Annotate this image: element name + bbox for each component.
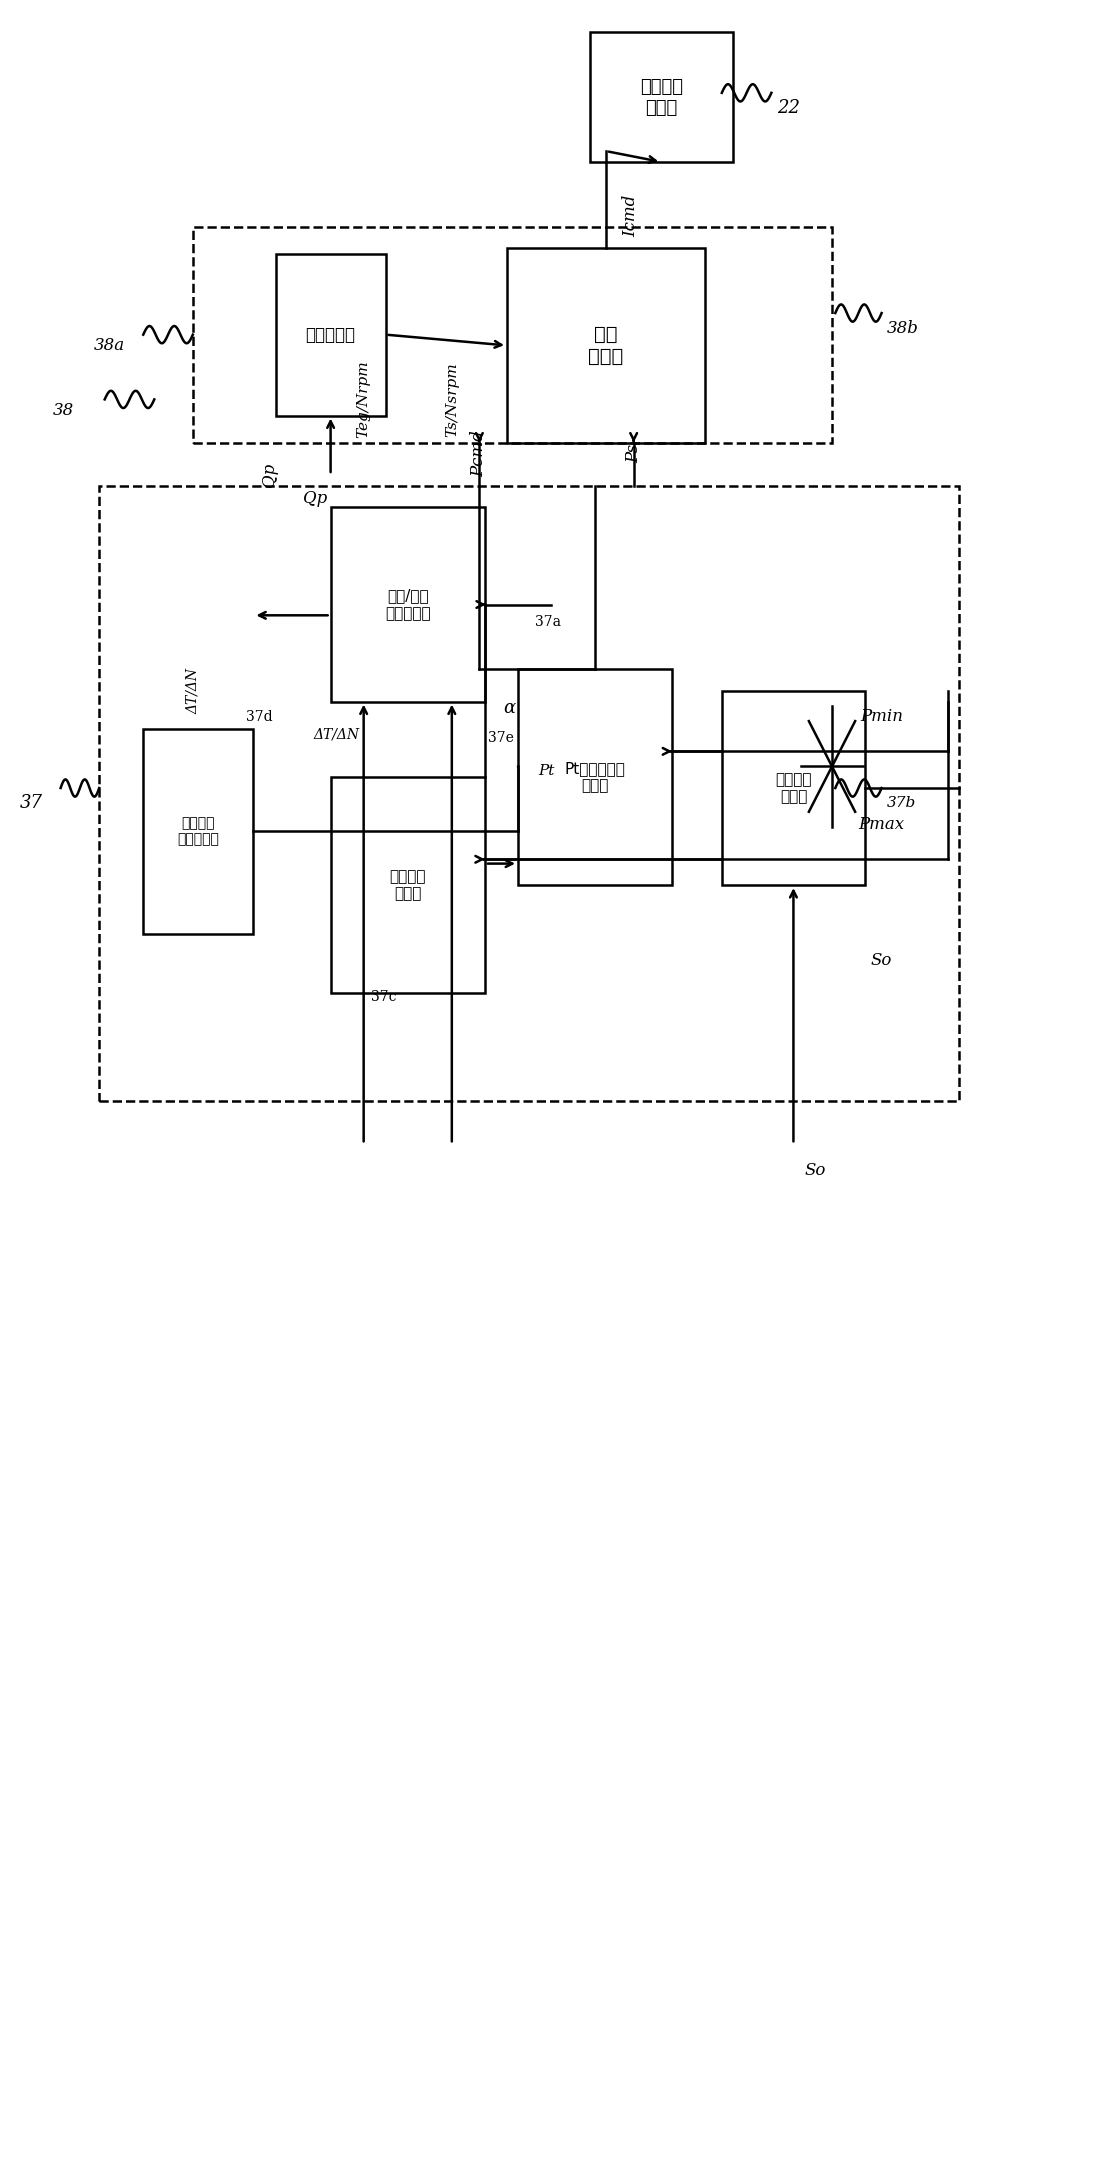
Text: Icmd: Icmd [622,194,639,237]
Text: Teg/Nrpm: Teg/Nrpm [357,361,370,438]
Text: 37d: 37d [246,710,272,723]
Text: 转矩/转数
差值算出部: 转矩/转数 差值算出部 [385,587,431,622]
Text: 目标压力
设定部: 目标压力 设定部 [389,868,426,902]
Text: 38a: 38a [94,337,125,354]
Text: 37b: 37b [887,797,917,810]
Text: 电子比例
控制阀: 电子比例 控制阀 [639,78,683,117]
Text: 37: 37 [20,795,43,812]
Text: α: α [503,700,516,717]
FancyBboxPatch shape [590,32,733,162]
FancyBboxPatch shape [507,248,705,443]
Text: 压力变化
斜率设定部: 压力变化 斜率设定部 [177,816,219,846]
Text: Qp: Qp [261,462,279,488]
Text: So: So [871,952,893,969]
FancyBboxPatch shape [331,507,485,702]
Text: ΔT/ΔN: ΔT/ΔN [186,667,199,715]
Text: 37c: 37c [370,991,397,1004]
Text: ΔT/ΔN: ΔT/ΔN [313,728,359,741]
Text: Pmin: Pmin [860,708,904,725]
Text: 故障判断部: 故障判断部 [305,326,356,343]
Text: 37a: 37a [534,615,561,628]
Text: Pt: Pt [539,764,554,777]
FancyBboxPatch shape [518,669,672,885]
Text: 38b: 38b [887,320,919,337]
Text: 压力范围
设定部: 压力范围 设定部 [775,771,812,805]
Text: Qp: Qp [303,490,327,507]
Text: 22: 22 [777,99,800,117]
FancyBboxPatch shape [722,691,865,885]
Text: So: So [804,1162,825,1179]
Text: Ts/Nsrpm: Ts/Nsrpm [445,363,458,436]
Text: Pcmd: Pcmd [469,430,487,477]
Text: 38: 38 [53,402,74,419]
FancyBboxPatch shape [143,730,253,933]
FancyBboxPatch shape [331,777,485,993]
Text: Ps: Ps [625,445,642,462]
Text: Pt压力设定值
运算部: Pt压力设定值 运算部 [564,760,626,795]
FancyBboxPatch shape [276,255,386,415]
Text: 压力
选择部: 压力 选择部 [588,326,624,365]
Text: 37e: 37e [488,732,515,745]
Text: Pmax: Pmax [858,816,905,833]
